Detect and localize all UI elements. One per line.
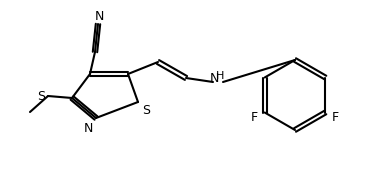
Text: F: F	[332, 111, 339, 124]
Text: S: S	[142, 104, 150, 116]
Text: S: S	[37, 89, 45, 103]
Text: N: N	[94, 9, 104, 23]
Text: N: N	[83, 121, 93, 135]
Text: F: F	[251, 111, 258, 124]
Text: H: H	[216, 71, 224, 81]
Text: N: N	[209, 72, 218, 84]
